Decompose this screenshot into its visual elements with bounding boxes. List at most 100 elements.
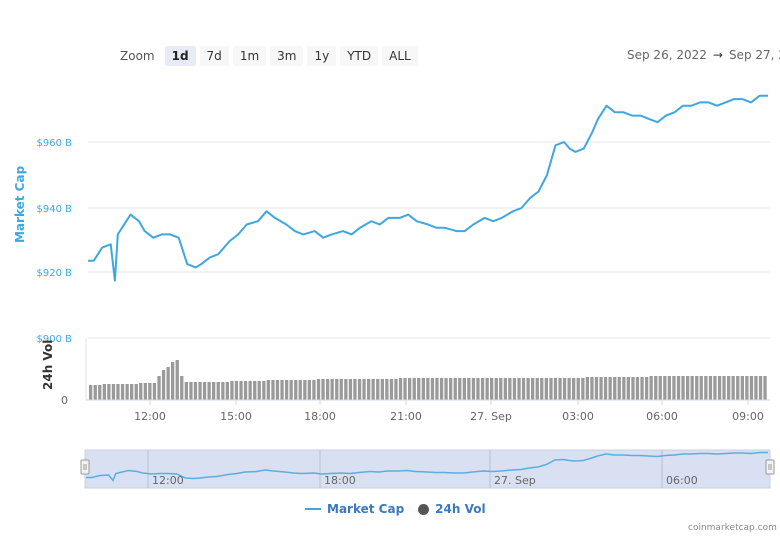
volume-bar: [403, 378, 407, 400]
volume-bar: [421, 378, 425, 400]
x-tick: 06:00: [646, 410, 678, 423]
volume-bar: [216, 382, 220, 400]
volume-bar: [93, 385, 97, 400]
volume-bar: [134, 384, 138, 400]
volume-bar: [690, 376, 694, 400]
volume-bar: [380, 379, 384, 400]
volume-bar: [686, 376, 690, 400]
volume-bar: [540, 378, 544, 400]
zoom-label: Zoom: [120, 49, 155, 63]
volume-bar: [353, 379, 357, 400]
volume-bar: [512, 378, 517, 400]
volume-bar: [713, 376, 717, 400]
volume-bar: [585, 377, 589, 400]
x-tick: 15:00: [220, 410, 252, 423]
range-button-7d[interactable]: 7d: [199, 46, 229, 66]
volume-bar: [531, 378, 535, 400]
credit-link[interactable]: coinmarketcap.com: [688, 523, 777, 533]
range-button-1y[interactable]: 1y: [307, 46, 337, 66]
range-button-3m[interactable]: 3m: [270, 46, 304, 66]
volume-bar: [253, 381, 257, 400]
volume-bar: [294, 380, 298, 400]
volume-bar: [430, 378, 435, 400]
date-from-input[interactable]: Sep 26, 2022: [627, 48, 707, 62]
volume-bar: [184, 382, 188, 400]
volume-bar: [645, 377, 649, 400]
volume-bar: [763, 376, 767, 400]
volume-bar: [266, 380, 270, 400]
navigator[interactable]: 12:00 18:00 27. Sep 06:00: [80, 449, 775, 489]
volume-bar: [330, 379, 334, 400]
volume-bar: [658, 376, 662, 400]
volume-bar: [654, 376, 658, 400]
volume-bar: [125, 384, 129, 400]
volume-bar: [649, 376, 653, 400]
x-axis-ticks: [149, 400, 749, 405]
volume-bar: [289, 380, 293, 400]
volume-bar: [558, 378, 562, 400]
vol-tick-0: 0: [61, 394, 68, 407]
volume-bar: [280, 380, 284, 400]
legend-item-market-cap[interactable]: Market Cap: [305, 502, 404, 516]
volume-bar: [148, 383, 152, 400]
volume-bar: [221, 382, 225, 400]
volume-bar: [439, 378, 444, 400]
y-tick-960: $960 B: [37, 138, 73, 149]
navigator-tick: 06:00: [666, 474, 698, 487]
volume-bar: [485, 378, 489, 400]
y-tick-900: $900 B: [37, 334, 73, 345]
range-button-ytd[interactable]: YTD: [340, 46, 379, 66]
volume-bar: [339, 379, 343, 400]
volume-bar: [389, 379, 394, 400]
volume-bar: [740, 376, 744, 400]
volume-bar: [508, 378, 512, 400]
volume-bar: [599, 377, 603, 400]
legend: Market Cap 24h Vol: [305, 502, 486, 516]
volume-bar: [189, 382, 193, 400]
volume-bar: [572, 378, 576, 400]
volume-bar: [503, 378, 507, 400]
volume-bar: [116, 384, 120, 400]
range-button-1d[interactable]: 1d: [164, 46, 196, 66]
y-tick-920: $920 B: [37, 268, 73, 279]
volume-bar: [544, 378, 548, 400]
volume-bar: [362, 379, 366, 400]
volume-bar: [234, 381, 239, 400]
volume-bar: [175, 360, 179, 400]
volume-bar: [622, 377, 626, 400]
volume-bar: [257, 381, 261, 400]
volume-bar: [567, 378, 571, 400]
x-tick: 21:00: [390, 410, 422, 423]
volume-bar: [417, 378, 421, 400]
volume-bar: [198, 382, 202, 400]
volume-bar: [285, 380, 289, 400]
volume-bar: [640, 377, 644, 400]
volume-bar: [398, 378, 403, 400]
volume-bar: [745, 376, 749, 400]
volume-bar: [749, 376, 754, 400]
volume-bar: [667, 376, 671, 400]
range-button-all[interactable]: ALL: [382, 46, 418, 66]
date-range: Sep 26, 2022 → Sep 27, 2: [627, 48, 780, 62]
volume-bar: [316, 379, 321, 400]
volume-bar: [453, 378, 457, 400]
volume-bar: [239, 381, 243, 400]
volume-bar: [107, 384, 111, 400]
volume-bar: [408, 378, 412, 400]
volume-bar: [476, 378, 480, 400]
x-tick: 03:00: [562, 410, 594, 423]
volume-bar: [626, 377, 630, 400]
volume-bar: [708, 376, 713, 400]
date-to-input[interactable]: Sep 27, 2: [728, 48, 780, 62]
range-button-1m[interactable]: 1m: [232, 46, 267, 66]
volume-bar: [576, 378, 580, 400]
volume-bar: [152, 383, 157, 400]
volume-bar: [166, 367, 170, 400]
x-tick: 09:00: [732, 410, 764, 423]
navigator-left-handle[interactable]: [80, 459, 90, 475]
volume-bar: [89, 385, 93, 400]
legend-item-24h-vol[interactable]: 24h Vol: [418, 502, 486, 516]
navigator-right-handle[interactable]: [765, 459, 775, 475]
volume-bar: [376, 379, 380, 400]
